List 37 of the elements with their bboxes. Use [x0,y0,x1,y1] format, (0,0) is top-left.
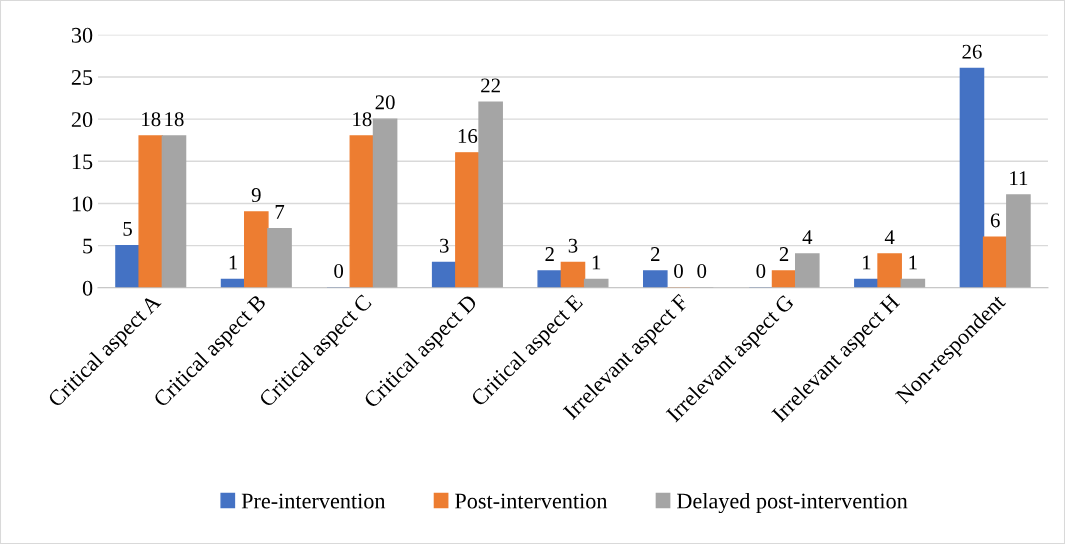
data-label: 18 [353,112,372,127]
y-tick-label: 20 [71,112,93,128]
data-label: 1 [863,255,871,270]
y-tick-label: 5 [83,238,93,254]
data-label: 0 [756,263,766,278]
data-label: 1 [592,255,601,270]
data-label: 26 [962,44,982,59]
data-label: 4 [802,230,813,245]
data-label: 22 [481,78,500,93]
data-label: 3 [568,238,578,253]
data-label: 2 [651,247,660,261]
data-label: 7 [275,205,285,219]
data-label: 0 [674,263,683,278]
legend-label: Pre-intervention [241,493,386,509]
data-label: 18 [142,112,161,127]
data-label: 6 [990,213,1000,228]
y-tick-label: 0 [82,280,93,296]
data-label: 2 [779,247,789,261]
y-tick-label: 15 [72,154,93,170]
y-tick-label: 25 [71,69,93,85]
data-label: 0 [697,263,707,278]
y-tick-label: 10 [72,196,93,212]
data-label: 3 [439,238,449,253]
data-label: 2 [545,247,554,261]
data-label: 16 [458,129,478,144]
data-label: 4 [884,230,895,245]
data-label: 0 [334,263,344,278]
data-label: 18 [165,112,184,127]
data-label: 1 [229,255,238,270]
data-label: 1 [909,255,917,270]
data-label: 9 [251,188,261,203]
data-label: 11 [1010,171,1028,186]
legend-label: Delayed post-intervention [677,492,908,514]
data-label: 5 [123,221,132,236]
data-label: 20 [375,95,395,110]
legend-label: Post-intervention [455,493,608,509]
y-tick-label: 30 [71,27,93,43]
